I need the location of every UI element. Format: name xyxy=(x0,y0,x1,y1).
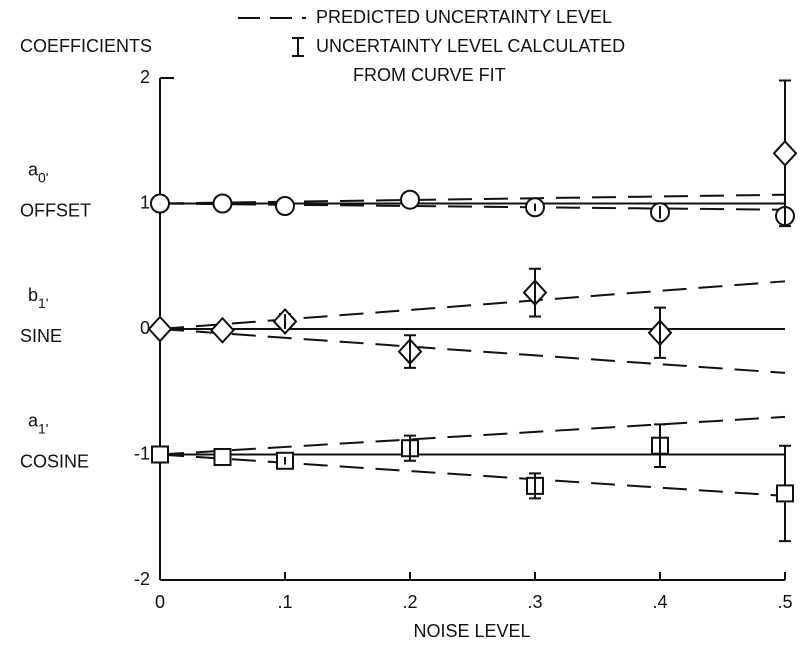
y-tick-label: 0 xyxy=(140,318,150,338)
predicted-bound xyxy=(159,193,786,205)
marker xyxy=(776,484,794,503)
x-tick-label: .1 xyxy=(277,592,292,612)
legend-label: UNCERTAINTY LEVEL CALCULATED xyxy=(316,36,625,56)
x-tick-label: .2 xyxy=(402,592,417,612)
legend-errorbar xyxy=(292,37,304,57)
marker xyxy=(275,196,295,217)
marker xyxy=(400,189,420,210)
x-tick-label: .3 xyxy=(527,592,542,612)
series-symbol: b1' xyxy=(28,285,48,311)
series-subscript: 1' xyxy=(38,420,48,436)
predicted-bound xyxy=(159,202,786,211)
x-tick-label: 0 xyxy=(155,592,165,612)
predicted-bound xyxy=(159,415,786,456)
marker xyxy=(210,316,235,344)
x-tick-label: .4 xyxy=(652,592,667,612)
y-tick-label: 1 xyxy=(140,192,150,212)
y-tick-label: 2 xyxy=(140,67,150,87)
marker xyxy=(212,193,233,214)
marker xyxy=(147,315,173,343)
series-label: SINE xyxy=(20,326,62,346)
predicted-bound xyxy=(159,280,786,330)
series-symbol: a0' xyxy=(28,159,48,185)
marker xyxy=(151,445,169,464)
legend-label: PREDICTED UNCERTAINTY LEVEL xyxy=(316,7,612,27)
y-tick-label: -2 xyxy=(134,569,150,589)
marker xyxy=(213,448,232,467)
series-subscript: 0' xyxy=(38,169,48,185)
predicted-bound xyxy=(159,328,786,374)
legend-label: FROM CURVE FIT xyxy=(353,65,506,85)
x-axis-label: NOISE LEVEL xyxy=(413,621,530,641)
series-symbol-letter: b xyxy=(28,285,38,305)
predicted-bound xyxy=(159,453,786,497)
series-label: OFFSET xyxy=(20,200,91,220)
series-subscript: 1' xyxy=(38,295,48,311)
y-axis-label: COEFFICIENTS xyxy=(20,36,152,56)
series-symbol-letter: a xyxy=(28,410,39,430)
marker xyxy=(772,139,798,167)
x-tick-label: .5 xyxy=(777,592,792,612)
series-symbol: a1' xyxy=(28,410,48,436)
y-tick-label: -1 xyxy=(134,443,150,463)
series-label: COSINE xyxy=(20,451,89,471)
marker xyxy=(150,193,170,214)
series-symbol-letter: a xyxy=(28,159,39,179)
